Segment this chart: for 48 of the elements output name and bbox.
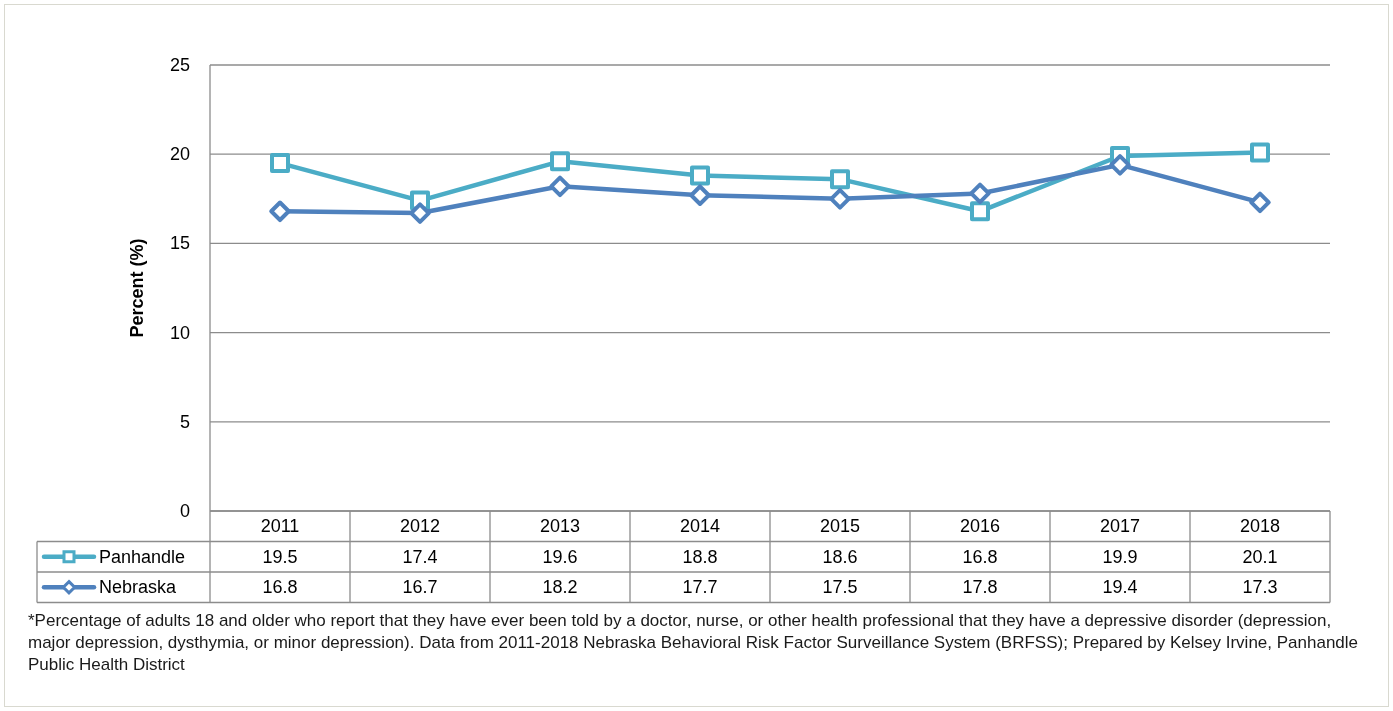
data-label: 16.7 bbox=[402, 577, 438, 598]
x-tick-label: 2014 bbox=[679, 516, 721, 537]
legend-label: Nebraska bbox=[99, 577, 178, 598]
point bbox=[1250, 142, 1270, 163]
data-label: 17.7 bbox=[682, 577, 718, 598]
data-label: 17.4 bbox=[402, 546, 438, 567]
legend-label: Panhandle bbox=[99, 546, 186, 567]
data-label: 16.8 bbox=[262, 577, 298, 598]
y-tick-label: 15 bbox=[169, 233, 190, 254]
y-tick-label: 0 bbox=[179, 501, 190, 521]
point bbox=[270, 153, 290, 174]
point bbox=[970, 201, 990, 222]
y-tick-label: 25 bbox=[169, 55, 190, 75]
y-axis-title: Percent (%) bbox=[127, 238, 147, 338]
point bbox=[689, 184, 711, 206]
x-tick-label: 2011 bbox=[260, 516, 300, 537]
point bbox=[690, 165, 710, 186]
x-tick-label: 2012 bbox=[399, 516, 441, 537]
text: *Percentage of adults 18 and older who report that they have ever been told by a doctor, nurse, or other health professional that they have a depressive disorder (depression, major depression, dysthymia, or minor depression). Data from 2011-2018 Nebraska Behavioral Risk Factor Surveillance System (BRFSS); Prepared by Kelsey Irvine, Panhandle Public Health District bbox=[28, 609, 1360, 676]
data-label: 16.8 bbox=[962, 546, 998, 567]
point bbox=[409, 202, 431, 224]
y-tick-label: 5 bbox=[179, 411, 190, 432]
data-label: 18.8 bbox=[682, 546, 718, 567]
y-tick-label: 20 bbox=[169, 144, 190, 165]
data-label: 17.8 bbox=[962, 577, 998, 598]
x-tick-label: 2016 bbox=[959, 516, 1001, 537]
data-label: 19.5 bbox=[262, 546, 298, 567]
point bbox=[830, 169, 850, 190]
x-tick-label: 2015 bbox=[819, 516, 861, 537]
data-label: 18.2 bbox=[542, 577, 578, 598]
point bbox=[829, 188, 851, 210]
point bbox=[269, 200, 291, 223]
data-label: 19.4 bbox=[1102, 577, 1138, 598]
y-tick-label: 10 bbox=[169, 322, 190, 343]
data-label: 19.9 bbox=[1102, 546, 1138, 567]
x-tick-label: 2013 bbox=[539, 516, 581, 537]
point bbox=[969, 182, 991, 205]
point bbox=[1109, 154, 1131, 176]
data-label: 18.6 bbox=[822, 546, 858, 567]
data-label: 19.6 bbox=[542, 546, 578, 567]
x-tick-label: 2018 bbox=[1239, 516, 1281, 537]
data-label: 17.3 bbox=[1242, 577, 1278, 598]
point bbox=[550, 151, 570, 172]
data-label: 17.5 bbox=[822, 577, 858, 598]
point bbox=[549, 175, 571, 198]
point bbox=[1249, 191, 1271, 214]
data-label: 20.1 bbox=[1242, 546, 1278, 567]
x-tick-label: 2017 bbox=[1099, 516, 1141, 537]
